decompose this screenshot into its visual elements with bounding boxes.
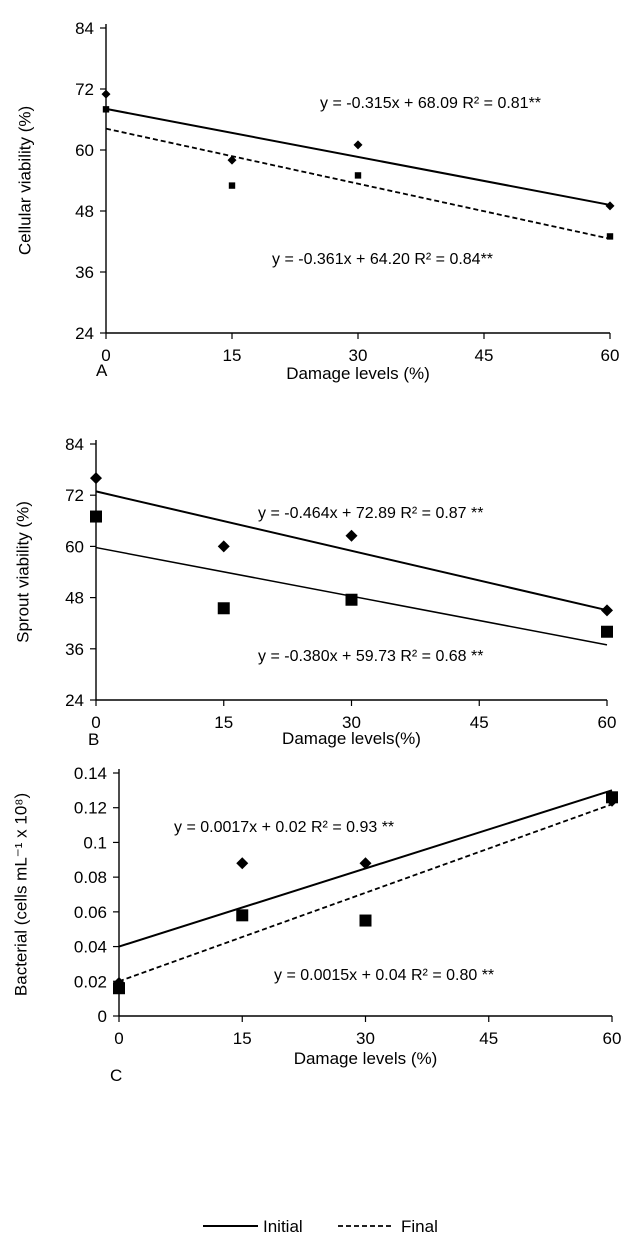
x-tick-label: 45	[475, 346, 494, 365]
data-point-initial	[353, 140, 363, 150]
trendline-final	[118, 803, 613, 983]
x-axis-title: Damage levels(%)	[282, 729, 421, 748]
regression-equation: y = -0.361x + 64.20 R² = 0.84**	[272, 251, 493, 268]
y-tick-label: 60	[75, 141, 94, 160]
data-point-final	[606, 791, 618, 804]
y-tick-label: 36	[75, 263, 94, 282]
y-tick-label: 0.1	[83, 833, 107, 852]
y-axis-title: Bacterial (cells mL⁻¹ x 10⁸)	[11, 793, 30, 996]
y-tick-label: 72	[65, 486, 84, 505]
panel-B: 24 36 48 60 72 84 0 15 30 45 60 Damage levels(%) Spr…	[13, 435, 616, 749]
x-tick-label: 0	[101, 346, 110, 365]
x-axis-title: Damage levels (%)	[294, 1049, 438, 1068]
y-axis-title: Cellular viability (%)	[15, 106, 34, 255]
x-tick-label: 0	[114, 1029, 123, 1048]
data-point-initial	[236, 857, 249, 870]
legend: Initial Final	[203, 1217, 438, 1236]
data-point-final	[228, 182, 236, 189]
x-axis-title: Damage levels (%)	[286, 364, 430, 383]
x-tick-label: 0	[91, 713, 100, 732]
y-tick-label: 48	[75, 202, 94, 221]
data-point-initial	[601, 604, 613, 617]
y-tick-label: 36	[65, 640, 84, 659]
x-tick-label: 15	[214, 713, 233, 732]
y-tick-label: 84	[65, 435, 84, 454]
x-tick-label: 15	[223, 346, 242, 365]
data-point-final	[345, 593, 358, 606]
trendline-initial	[105, 107, 611, 206]
x-tick-label: 45	[479, 1029, 498, 1048]
x-tick-label: 30	[356, 1029, 375, 1048]
data-point-initial	[359, 857, 372, 870]
x-tick-label: 15	[233, 1029, 252, 1048]
y-tick-label: 60	[65, 537, 84, 556]
data-point-final	[113, 982, 125, 995]
panel-label: B	[88, 730, 99, 749]
y-tick-label: 0.02	[74, 972, 107, 991]
data-point-final	[217, 602, 230, 615]
panel-C: 0 0.02 0.04 0.06 0.08 0.1 0.12 0.14 0 15 30 45 60 Dam…	[11, 764, 621, 1236]
data-point-initial	[90, 472, 102, 485]
legend-label-final: Final	[401, 1217, 438, 1236]
trendline-initial	[95, 490, 608, 612]
regression-equation: y = 0.0017x + 0.02 R² = 0.93 **	[174, 819, 394, 836]
y-tick-label: 0.14	[74, 764, 107, 783]
y-tick-label: 0.04	[74, 938, 107, 957]
trendline-final	[105, 127, 611, 240]
data-point-initial	[227, 155, 237, 165]
y-tick-label: 0.08	[74, 868, 107, 887]
regression-equation: y = 0.0015x + 0.04 R² = 0.80 **	[274, 967, 494, 984]
y-tick-label: 24	[65, 691, 84, 710]
data-point-final	[102, 106, 110, 113]
y-axis-title: Sprout viability (%)	[13, 501, 32, 643]
data-point-final	[90, 510, 102, 523]
data-point-final	[601, 625, 613, 638]
regression-equation: y = -0.464x + 72.89 R² = 0.87 **	[258, 505, 483, 522]
data-point-initial	[345, 529, 358, 542]
y-tick-label: 48	[65, 589, 84, 608]
y-tick-label: 84	[75, 19, 94, 38]
panel-label: C	[110, 1066, 122, 1085]
data-point-final	[354, 172, 362, 179]
x-tick-label: 45	[470, 713, 489, 732]
panel-label: A	[96, 361, 108, 380]
y-tick-label: 0.12	[74, 799, 107, 818]
regression-equation: y = -0.315x + 68.09 R² = 0.81**	[320, 95, 541, 112]
panel-A: 24 36 48 60 72 84 0 15 30 45 60 Damage levels (%) Ce…	[15, 19, 619, 383]
x-tick-label: 60	[598, 713, 617, 732]
x-tick-label: 30	[342, 713, 361, 732]
x-tick-label: 60	[601, 346, 620, 365]
data-point-final	[606, 233, 614, 240]
data-point-initial	[217, 540, 230, 553]
data-point-final	[236, 909, 249, 922]
y-tick-label: 72	[75, 80, 94, 99]
data-point-initial	[605, 201, 615, 211]
y-tick-label: 0.06	[74, 903, 107, 922]
data-point-final	[359, 914, 372, 927]
data-point-initial	[101, 89, 111, 99]
legend-label-initial: Initial	[263, 1217, 303, 1236]
regression-equation: y = -0.380x + 59.73 R² = 0.68 **	[258, 648, 483, 665]
x-tick-label: 60	[603, 1029, 622, 1048]
x-tick-label: 30	[349, 346, 368, 365]
y-tick-label: 0	[98, 1007, 107, 1026]
y-tick-label: 24	[75, 324, 94, 343]
